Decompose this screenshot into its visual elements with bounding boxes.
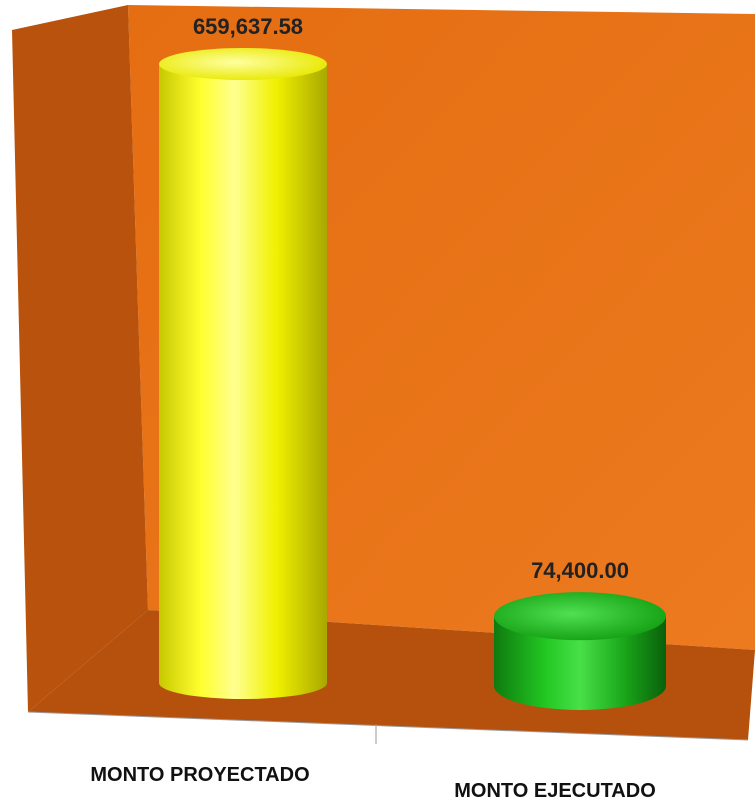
- data-label-monto-proyectado: 659,637.58: [193, 14, 303, 39]
- chart-side-wall: [12, 5, 148, 712]
- bar-monto-ejecutado: [494, 592, 666, 710]
- x-tick-label-monto-proyectado: MONTO PROYECTADO: [90, 764, 309, 786]
- x-axis-line: [27, 711, 749, 741]
- bar-monto-proyectado-body: [159, 64, 327, 683]
- data-label-monto-ejecutado: 74,400.00: [531, 558, 629, 583]
- x-tick-label-monto-ejecutado: MONTO EJECUTADO: [454, 780, 656, 802]
- bar-monto-proyectado-top: [159, 48, 327, 80]
- bar-monto-ejecutado-top: [494, 592, 666, 641]
- bar-monto-proyectado: [159, 48, 327, 699]
